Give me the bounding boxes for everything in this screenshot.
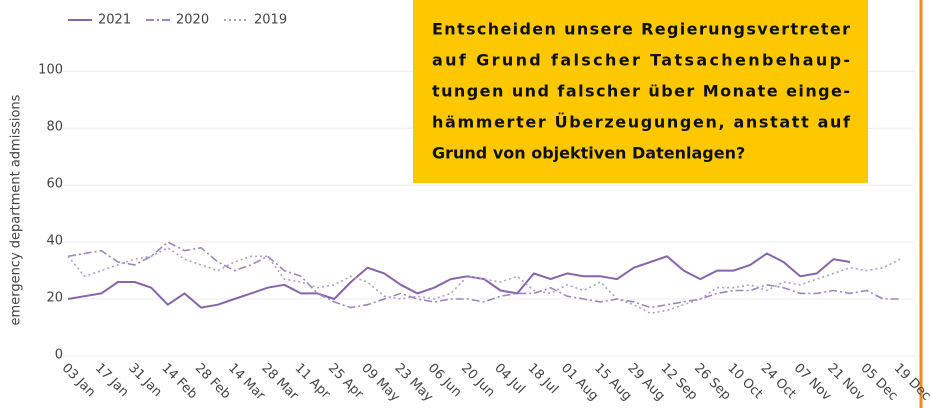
legend-label: 2020 (176, 13, 209, 28)
x-tick-label: 03 Jan (59, 361, 98, 400)
x-tick-label: 28 Feb (192, 361, 234, 403)
y-axis-label: emergency department admissions (9, 94, 24, 325)
y-tick-label: 40 (46, 234, 63, 249)
x-tick-label: 17 Jan (92, 361, 131, 400)
x-tick-label: 04 Jul (491, 361, 527, 397)
annotation-line: Entscheiden unsere Regierungsvertreter (432, 20, 850, 39)
x-tick-label: 25 Apr (325, 361, 367, 403)
x-tick-label: 31 Jan (125, 361, 164, 400)
annotation-line: hämmerter Überzeugungen, anstatt auf (432, 113, 851, 132)
x-tick-label: 24 Oct (758, 361, 799, 402)
annotation-box (413, 0, 868, 183)
annotation-line: tungen und falscher über Monate einge- (432, 82, 850, 101)
y-tick-label: 80 (46, 120, 63, 135)
series-line (67, 252, 851, 309)
annotation-line: Grund von objektiven Datenlagen? (432, 144, 745, 163)
x-tick-label: 19 Dec (891, 361, 930, 404)
x-tick-label: 14 Feb (159, 361, 201, 403)
series-line (67, 241, 900, 309)
y-tick-label: 20 (46, 291, 63, 306)
legend-label: 2019 (254, 13, 287, 28)
x-tick-label: 11 Apr (292, 361, 334, 403)
x-tick-label: 20 Jun (458, 361, 498, 401)
x-tick-label: 18 Jul (525, 361, 561, 397)
legend-label: 2021 (98, 13, 131, 28)
y-tick-label: 60 (46, 177, 63, 192)
y-tick-label: 100 (38, 63, 63, 78)
series-line (67, 247, 901, 315)
y-tick-label: 0 (55, 348, 63, 363)
